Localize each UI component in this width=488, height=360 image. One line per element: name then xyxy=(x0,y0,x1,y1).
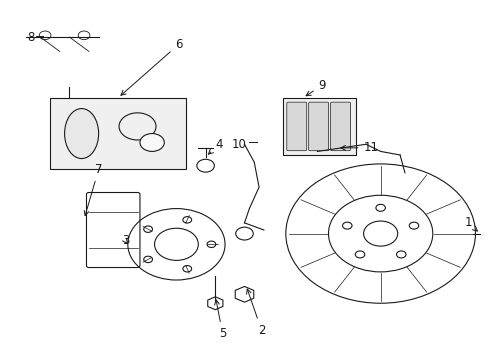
Text: 4: 4 xyxy=(208,138,223,154)
Circle shape xyxy=(140,134,164,152)
Circle shape xyxy=(119,113,156,140)
Bar xyxy=(283,98,356,155)
Bar xyxy=(50,98,186,169)
Text: 5: 5 xyxy=(214,300,226,340)
Circle shape xyxy=(78,31,90,40)
Text: 7: 7 xyxy=(84,163,102,216)
Text: 8: 8 xyxy=(27,31,34,44)
Text: 11: 11 xyxy=(340,141,378,154)
Ellipse shape xyxy=(64,109,99,158)
Text: 3: 3 xyxy=(122,234,129,247)
FancyBboxPatch shape xyxy=(286,102,306,151)
Circle shape xyxy=(143,226,152,233)
Text: 6: 6 xyxy=(121,38,182,95)
FancyBboxPatch shape xyxy=(330,102,350,151)
Circle shape xyxy=(183,266,191,272)
Text: 1: 1 xyxy=(464,216,476,231)
Circle shape xyxy=(39,31,51,40)
Circle shape xyxy=(206,241,215,248)
FancyBboxPatch shape xyxy=(308,102,328,151)
Text: 10: 10 xyxy=(232,138,246,151)
Text: 9: 9 xyxy=(305,79,325,96)
Circle shape xyxy=(183,217,191,223)
Text: 2: 2 xyxy=(246,289,264,337)
Circle shape xyxy=(143,256,152,263)
